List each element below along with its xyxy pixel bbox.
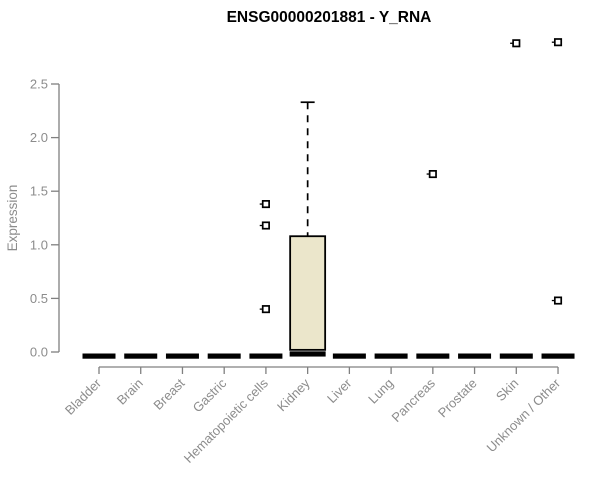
svg-text:2.5: 2.5	[30, 77, 48, 92]
plot-area: 0.0 0.5 1.0 1.5 2.0 2.5 Expression Bladder Brain…	[5, 38, 575, 466]
svg-text:Expression: Expression	[5, 185, 20, 252]
svg-text:Lung: Lung	[365, 376, 396, 407]
svg-text:Skin: Skin	[493, 376, 521, 404]
svg-text:0.5: 0.5	[30, 291, 48, 306]
svg-text:2.0: 2.0	[30, 130, 48, 145]
chart-title: ENSG00000201881 - Y_RNA	[227, 9, 432, 26]
svg-text:1.0: 1.0	[30, 237, 48, 252]
svg-text:Breast: Breast	[150, 375, 187, 412]
svg-text:Liver: Liver	[324, 375, 355, 406]
svg-text:Bladder: Bladder	[62, 375, 105, 418]
svg-text:Pancreas: Pancreas	[389, 375, 439, 425]
svg-text:Gastric: Gastric	[190, 375, 230, 415]
svg-text:Prostate: Prostate	[435, 376, 480, 421]
svg-text:Kidney: Kidney	[274, 375, 313, 414]
svg-text:Brain: Brain	[114, 376, 146, 408]
svg-text:1.5: 1.5	[30, 184, 48, 199]
svg-text:0.0: 0.0	[30, 345, 48, 360]
svg-text:Unknown / Other: Unknown / Other	[484, 375, 564, 455]
